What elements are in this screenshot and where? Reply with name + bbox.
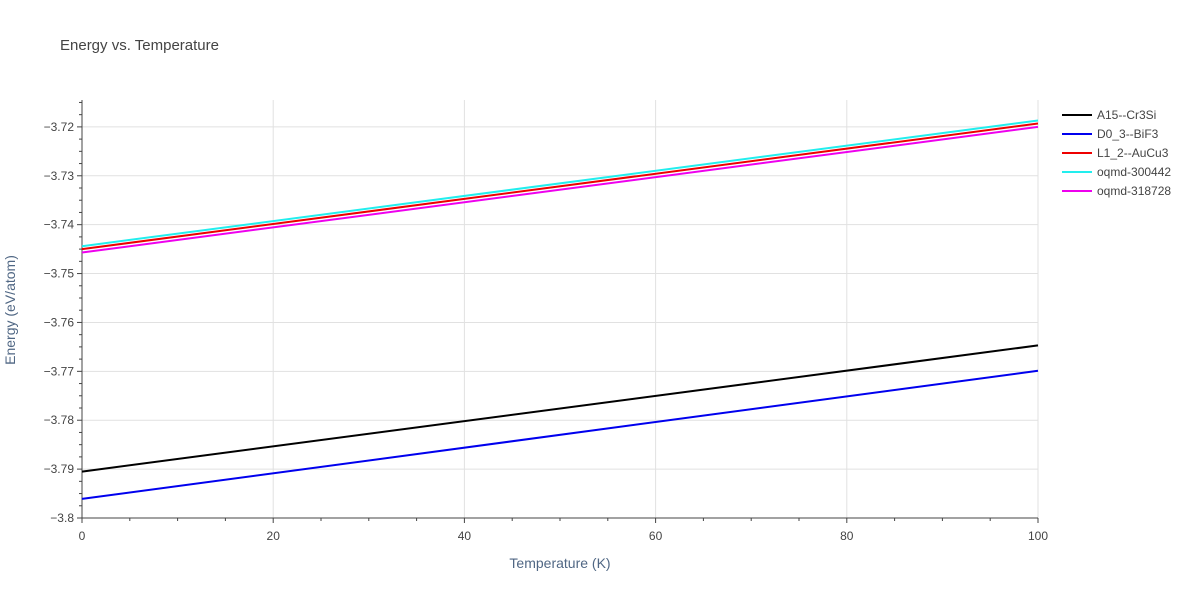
chart-title: Energy vs. Temperature	[60, 37, 219, 54]
y-axis-title: Energy (eV/atom)	[2, 255, 18, 365]
y-tick-label: −3.79	[44, 462, 75, 476]
y-tick-label: −3.77	[44, 364, 75, 378]
legend-label: oqmd-300442	[1097, 165, 1171, 179]
y-tick-label: −3.75	[44, 267, 75, 281]
y-tick-label: −3.74	[44, 218, 75, 232]
legend-item[interactable]: A15--Cr3Si	[1062, 108, 1156, 122]
legend-item[interactable]: L1_2--AuCu3	[1062, 146, 1169, 160]
x-tick-label: 60	[649, 529, 663, 543]
y-tick-label: −3.76	[44, 315, 75, 329]
x-tick-label: 40	[458, 529, 472, 543]
x-tick-label: 80	[840, 529, 854, 543]
legend-label: oqmd-318728	[1097, 184, 1171, 198]
x-tick-label: 20	[267, 529, 281, 543]
axes: 0 20 40 60 80 100 −3.8 −3.79 −3.78 −3.77 −3.76 −3.7…	[44, 100, 1048, 543]
legend-item[interactable]: D0_3--BiF3	[1062, 127, 1159, 141]
y-tick-label: −3.8	[50, 511, 74, 525]
y-tick-label: −3.73	[44, 169, 75, 183]
legend-label: L1_2--AuCu3	[1097, 146, 1169, 160]
x-tick-label: 100	[1028, 529, 1048, 543]
legend-label: A15--Cr3Si	[1097, 108, 1156, 122]
series-line-oqmd-318728	[81, 125, 1039, 254]
y-tick-label: −3.72	[44, 120, 75, 134]
x-axis-title: Temperature (K)	[509, 555, 610, 571]
legend-item[interactable]: oqmd-318728	[1062, 184, 1171, 198]
series-line-d0-3-bif3	[81, 369, 1039, 500]
series-line-a15-cr3si	[81, 344, 1039, 473]
series-line-l1-2-aucu3	[81, 122, 1039, 251]
x-tick-label: 0	[79, 529, 86, 543]
legend-item[interactable]: oqmd-300442	[1062, 165, 1171, 179]
series-line-oqmd-300442	[81, 119, 1039, 248]
grid	[82, 100, 1039, 518]
series-lines	[81, 119, 1039, 500]
legend: A15--Cr3Si D0_3--BiF3 L1_2--AuCu3 oqmd-3004…	[1062, 108, 1171, 198]
legend-label: D0_3--BiF3	[1097, 127, 1159, 141]
y-tick-label: −3.78	[44, 413, 75, 427]
